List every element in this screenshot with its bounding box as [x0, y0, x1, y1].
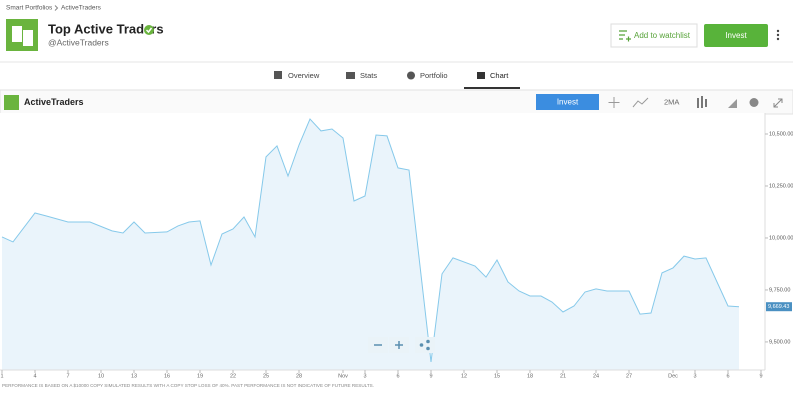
x-tick-label: 27 — [626, 373, 632, 379]
x-tick-label: 7 — [66, 373, 69, 379]
y-tick-label: 10,500.00 — [769, 131, 793, 137]
more-menu[interactable] — [776, 29, 780, 41]
x-tick-label: 22 — [230, 373, 236, 379]
x-tick-label: Nov — [338, 373, 348, 379]
x-tick-label: 24 — [593, 373, 599, 379]
tab-active[interactable]: Chart — [490, 71, 509, 80]
trader-handle: @ActiveTraders — [48, 37, 109, 47]
avatar-icon — [12, 26, 22, 42]
x-tick-label: 15 — [494, 373, 500, 379]
x-tick-label: 6 — [726, 373, 729, 379]
x-tick-label: 16 — [164, 373, 170, 379]
invest-button[interactable] — [704, 24, 768, 47]
draw-tool[interactable] — [728, 99, 737, 108]
y-tick-label: 9,500.00 — [769, 339, 790, 345]
zoom-in-icon — [395, 341, 403, 349]
x-tick-label: 28 — [296, 373, 302, 379]
indicator-tool[interactable]: 2MA — [664, 97, 679, 106]
x-tick-label: 10 — [98, 373, 104, 379]
settings-tool[interactable] — [749, 98, 759, 107]
plot: 1 4 7 10 13 16 19 22 25 28 Nov 3 6 9 12 15 18 21 24 27 Dec 3 6… — [0, 113, 793, 379]
tab-icon — [477, 72, 485, 79]
x-tick-label: 19 — [197, 373, 203, 379]
x-tick-label: 21 — [560, 373, 566, 379]
x-tick-label: 9 — [759, 373, 762, 379]
breadcrumb-separator — [54, 5, 59, 11]
x-tick-label: 6 — [396, 373, 399, 379]
toolbar-name: ActiveTraders — [24, 97, 84, 107]
x-tick-label: Dec — [668, 373, 678, 379]
current-value-tag — [766, 302, 792, 312]
toolbar-invest-label: Invest — [557, 98, 579, 107]
share-icon — [419, 339, 430, 351]
verified-badge — [144, 25, 154, 35]
tab-icon — [407, 71, 415, 80]
tab[interactable]: Overview — [288, 71, 320, 80]
x-tick-label: 9 — [429, 373, 432, 379]
y-tick-label: 10,250.00 — [769, 183, 793, 189]
avatar-icon — [23, 30, 33, 46]
x-tick-label: 13 — [131, 373, 137, 379]
share-button[interactable] — [415, 337, 435, 353]
x-tick-label: 18 — [527, 373, 533, 379]
trader-title: Top Active Traders — [48, 21, 164, 36]
crosshair-tool[interactable] — [608, 97, 620, 108]
x-tick-label: 3 — [363, 373, 366, 379]
x-tick-label: 4 — [33, 373, 36, 379]
watchlist-icon — [619, 30, 631, 42]
x-tick-label: 1 — [0, 373, 3, 379]
chart-type-tool[interactable] — [697, 96, 707, 108]
fullscreen-tool[interactable] — [773, 98, 783, 108]
area — [2, 119, 739, 370]
y-tick-label: 9,750.00 — [769, 287, 790, 293]
disclaimer: PERFORMANCE IS BASED ON A $10000 COPY SI… — [2, 383, 374, 388]
verified-check — [145, 27, 153, 34]
breadcrumb-link[interactable]: Smart Portfolios — [6, 5, 53, 12]
x-tick-label: 25 — [263, 373, 269, 379]
invest-label: Invest — [725, 31, 747, 40]
tab-icon — [346, 72, 355, 79]
y-tick-label: 10,000.00 — [769, 235, 793, 241]
toolbar-invest-button[interactable] — [536, 94, 599, 110]
toolbar-logo — [4, 95, 19, 110]
line — [1, 118, 740, 362]
tab[interactable]: Stats — [360, 71, 377, 80]
current-value-label: 9,669.43 — [768, 304, 789, 310]
x-tick-label: 3 — [693, 373, 696, 379]
tab-icon — [274, 71, 282, 79]
compare-tool[interactable] — [632, 97, 649, 108]
watchlist-button[interactable] — [610, 23, 698, 48]
tab[interactable]: Portfolio — [420, 71, 448, 80]
breadcrumb-current: ActiveTraders — [61, 5, 102, 12]
watchlist-label: Add to watchlist — [634, 31, 691, 40]
x-tick-label: 12 — [461, 373, 467, 379]
